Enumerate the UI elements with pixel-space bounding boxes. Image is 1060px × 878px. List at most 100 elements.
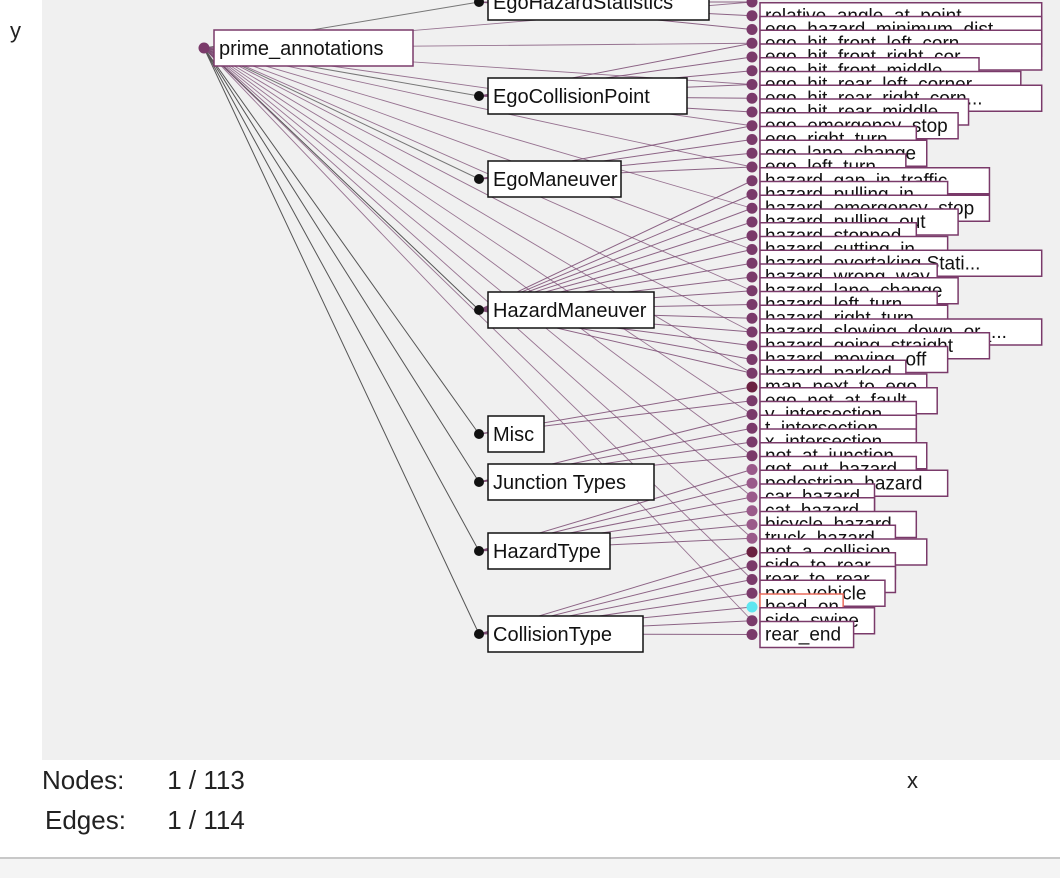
- leaf-node[interactable]: [746, 629, 758, 640]
- leaf-node[interactable]: [746, 532, 758, 544]
- leaf-node[interactable]: [746, 450, 758, 462]
- nodes-label: Nodes:: [42, 765, 125, 795]
- graph-canvas[interactable]: relative_angle_at_point...ego_hazard_min…: [42, 0, 1060, 760]
- leaf-node[interactable]: [746, 326, 758, 338]
- category-node[interactable]: HazardManeuver: [474, 291, 655, 329]
- category-node[interactable]: EgoHazardStatistics: [474, 0, 710, 21]
- leaf-node[interactable]: [746, 257, 758, 269]
- category-layer: EgoHazardStatistics EgoCollisionPoint EgoM…: [474, 0, 710, 653]
- category-dot[interactable]: [474, 91, 484, 101]
- leaf-node[interactable]: [746, 367, 758, 379]
- nodes-value: 1 / 113: [167, 765, 245, 795]
- leaf-node[interactable]: [746, 587, 758, 599]
- root-leaf-edge: [203, 47, 753, 498]
- root-leaf-edge: [203, 47, 753, 622]
- root-dot[interactable]: [198, 42, 210, 54]
- leaf-node[interactable]: [746, 120, 758, 132]
- root-leaf-edge: [203, 47, 753, 250]
- leaf-node[interactable]: [746, 312, 758, 324]
- root-leaf-edge: [203, 47, 753, 457]
- category-label-box: [487, 0, 710, 21]
- leaf-node[interactable]: [746, 615, 758, 627]
- leaf-node[interactable]: [746, 477, 758, 489]
- leaf-label[interactable]: rear_end: [759, 620, 855, 649]
- leaf-node[interactable]: [746, 560, 758, 572]
- edges-value: 1 / 114: [167, 805, 245, 835]
- leaf-node[interactable]: [746, 161, 758, 173]
- root-label-text: prime_annotations: [219, 38, 384, 60]
- leaf-node[interactable]: [746, 230, 758, 242]
- category-label-text: HazardManeuver: [493, 300, 647, 322]
- root-label-box: [213, 29, 414, 67]
- category-label-box: [487, 291, 655, 329]
- leaf-node[interactable]: [746, 24, 758, 35]
- leaf-node[interactable]: [746, 0, 758, 8]
- category-label-box: [487, 415, 545, 453]
- category-node[interactable]: EgoCollisionPoint: [474, 77, 688, 115]
- leaf-node[interactable]: [746, 79, 758, 90]
- leaf-node[interactable]: [746, 340, 758, 352]
- root-edge: [203, 47, 480, 180]
- leaf-node[interactable]: [746, 134, 758, 145]
- category-dot[interactable]: [474, 546, 484, 556]
- category-node[interactable]: CollisionType: [474, 615, 644, 653]
- leaf-node[interactable]: [746, 395, 758, 407]
- category-label-text: Junction Types: [493, 472, 626, 494]
- category-label-text: EgoCollisionPoint: [493, 86, 650, 108]
- root-leaf-edge: [203, 47, 753, 292]
- root-leaf-edge: [203, 47, 753, 168]
- leaf-node[interactable]: [746, 381, 758, 393]
- leaf-node[interactable]: [746, 271, 758, 283]
- category-dot[interactable]: [474, 429, 484, 439]
- leaf-node[interactable]: [746, 491, 758, 503]
- leaf-node[interactable]: [746, 92, 758, 104]
- highlighted-leaf-node[interactable]: [746, 601, 758, 613]
- root-edge: [203, 47, 480, 635]
- bottom-toolbar: [0, 857, 1060, 878]
- category-leaf-edge: [478, 180, 753, 311]
- graph-plot-area[interactable]: relative_angle_at_point...ego_hazard_min…: [42, 0, 1060, 760]
- category-node[interactable]: EgoManeuver: [474, 160, 622, 198]
- edges-stat-row: Edges: 1 / 114: [42, 802, 245, 842]
- category-node[interactable]: HazardType: [474, 532, 611, 570]
- leaf-node[interactable]: [746, 546, 758, 558]
- category-node[interactable]: Junction Types: [474, 463, 655, 501]
- category-dot[interactable]: [474, 174, 484, 184]
- leaf-node[interactable]: [746, 464, 758, 475]
- category-dot[interactable]: [474, 477, 484, 487]
- root-layer: prime_annotations: [198, 29, 414, 67]
- category-label-box: [487, 77, 688, 115]
- leaf-node[interactable]: [746, 51, 758, 63]
- category-dot[interactable]: [474, 0, 484, 7]
- leaf-node[interactable]: [746, 299, 758, 310]
- leaf-node[interactable]: [746, 189, 758, 200]
- leaf-node[interactable]: [746, 202, 758, 214]
- leaf-node[interactable]: [746, 65, 758, 77]
- leaf-node[interactable]: [746, 106, 758, 118]
- edges-label: Edges:: [45, 805, 126, 835]
- leaf-node[interactable]: [746, 216, 758, 228]
- leaf-node[interactable]: [746, 10, 758, 22]
- y-axis-label: y: [10, 18, 21, 43]
- leaf-node[interactable]: [746, 37, 758, 49]
- leaf-node[interactable]: [746, 175, 758, 187]
- category-label-box: [487, 160, 622, 198]
- category-node[interactable]: Misc: [474, 415, 545, 453]
- leaf-node[interactable]: [746, 505, 758, 517]
- category-label-box: [487, 532, 611, 570]
- leaf-layer: relative_angle_at_point...ego_hazard_min…: [746, 0, 1043, 649]
- leaf-node[interactable]: [746, 422, 758, 434]
- leaf-node[interactable]: [746, 519, 758, 530]
- leaf-node[interactable]: [746, 354, 758, 365]
- category-label-text: HazardType: [493, 541, 601, 563]
- leaf-node[interactable]: [746, 285, 758, 297]
- category-dot[interactable]: [474, 305, 484, 315]
- root-node[interactable]: prime_annotations: [198, 29, 414, 67]
- leaf-node[interactable]: [746, 574, 758, 585]
- x-axis-label: x: [907, 768, 918, 793]
- leaf-node[interactable]: [746, 409, 758, 420]
- leaf-node[interactable]: [746, 147, 758, 159]
- leaf-node[interactable]: [746, 244, 758, 255]
- category-dot[interactable]: [474, 629, 484, 639]
- leaf-node[interactable]: [746, 436, 758, 448]
